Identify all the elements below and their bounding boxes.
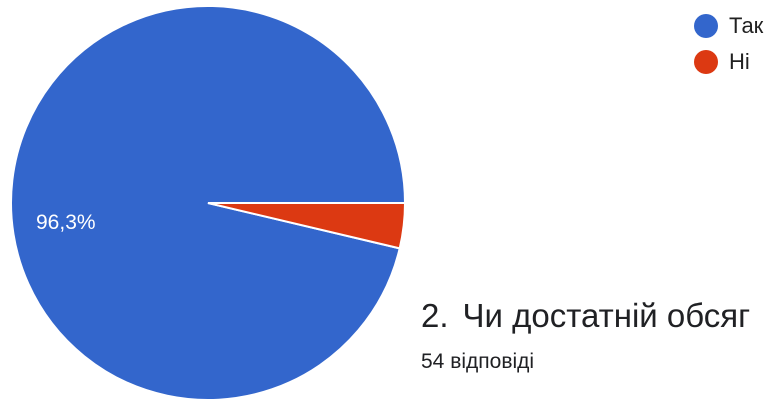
chart-legend: Так Ні bbox=[694, 8, 763, 80]
question-number: 2. bbox=[421, 297, 449, 334]
question-text: Чи достатній обсяг bbox=[462, 297, 751, 334]
question-title: 2. Чи достатній обсяг bbox=[421, 297, 750, 335]
pie-slice-2[interactable] bbox=[207, 202, 407, 250]
legend-color-dot bbox=[694, 14, 718, 38]
legend-item[interactable]: Так bbox=[694, 8, 763, 44]
legend-item[interactable]: Ні bbox=[694, 44, 763, 80]
legend-color-dot bbox=[694, 50, 718, 74]
legend-label: Ні bbox=[729, 49, 750, 74]
responses-count: 54 відповіді bbox=[421, 350, 535, 373]
legend-label: Так bbox=[729, 13, 764, 38]
slice-data-label: 96,3% bbox=[36, 211, 96, 234]
